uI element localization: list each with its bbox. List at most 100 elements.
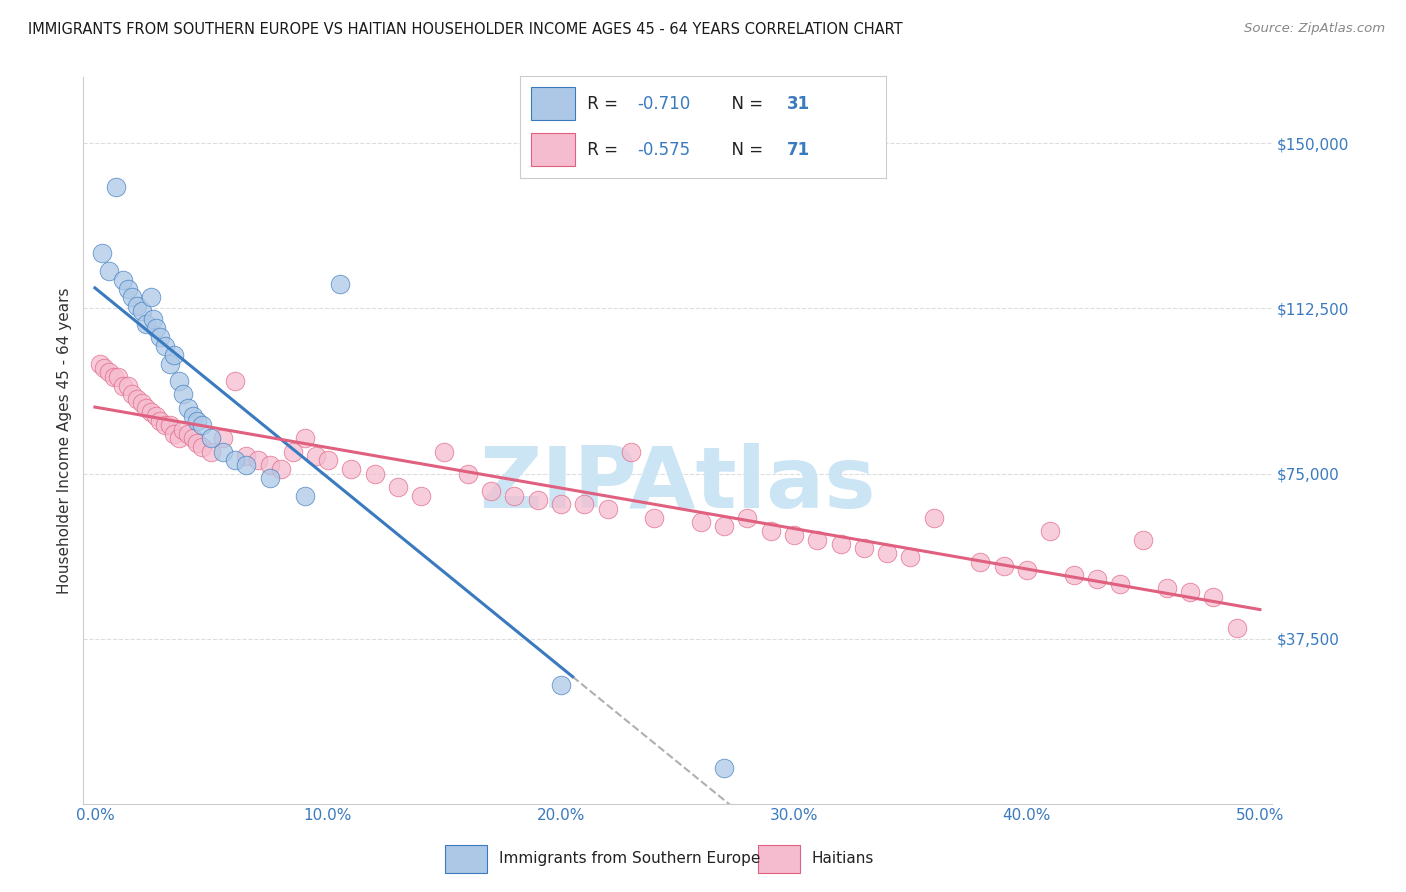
Point — [922, 510, 945, 524]
Point — [1109, 576, 1132, 591]
Text: Source: ZipAtlas.com: Source: ZipAtlas.com — [1244, 22, 1385, 36]
Point — [235, 449, 257, 463]
Point — [620, 444, 643, 458]
Point — [900, 550, 922, 565]
Bar — [531, 133, 575, 166]
Text: Haitians: Haitians — [811, 852, 875, 866]
Point — [93, 360, 115, 375]
Text: 31: 31 — [787, 95, 810, 112]
Point — [117, 378, 139, 392]
Point — [1178, 585, 1201, 599]
Point — [117, 282, 139, 296]
Point — [993, 558, 1015, 573]
Point — [191, 440, 214, 454]
Point — [89, 357, 111, 371]
Text: -0.575: -0.575 — [637, 141, 690, 159]
Text: R =: R = — [582, 141, 624, 159]
Point — [316, 453, 339, 467]
Point — [689, 515, 711, 529]
Point — [1039, 524, 1062, 538]
Point — [159, 357, 181, 371]
Point — [153, 418, 176, 433]
Point — [550, 678, 572, 692]
Point — [186, 414, 208, 428]
Point — [97, 365, 120, 379]
Point — [104, 180, 127, 194]
Point — [643, 510, 665, 524]
Point — [167, 374, 190, 388]
Point — [139, 291, 162, 305]
Text: Immigrants from Southern Europe: Immigrants from Southern Europe — [499, 852, 759, 866]
Point — [131, 396, 153, 410]
Text: -0.710: -0.710 — [637, 95, 690, 112]
Point — [433, 444, 456, 458]
Point — [270, 462, 292, 476]
Bar — [758, 846, 800, 872]
Point — [259, 458, 281, 472]
Text: 71: 71 — [787, 141, 810, 159]
Point — [181, 431, 204, 445]
Y-axis label: Householder Income Ages 45 - 64 years: Householder Income Ages 45 - 64 years — [58, 287, 72, 594]
Point — [145, 409, 167, 424]
Point — [200, 444, 222, 458]
Point — [852, 541, 875, 556]
Bar — [531, 87, 575, 120]
Point — [125, 299, 148, 313]
Text: IMMIGRANTS FROM SOUTHERN EUROPE VS HAITIAN HOUSEHOLDER INCOME AGES 45 - 64 YEARS: IMMIGRANTS FROM SOUTHERN EUROPE VS HAITI… — [28, 22, 903, 37]
Point — [139, 405, 162, 419]
Point — [294, 431, 316, 445]
Point — [121, 291, 143, 305]
Point — [97, 264, 120, 278]
Point — [526, 492, 548, 507]
Point — [90, 246, 112, 260]
Point — [212, 431, 235, 445]
Point — [1063, 567, 1085, 582]
Point — [172, 423, 194, 437]
Point — [125, 392, 148, 406]
Point — [503, 489, 526, 503]
Point — [759, 524, 782, 538]
Bar — [446, 846, 486, 872]
Point — [191, 418, 214, 433]
Point — [212, 444, 235, 458]
Point — [329, 277, 352, 292]
Point — [281, 444, 304, 458]
Point — [1015, 563, 1038, 577]
Point — [149, 330, 172, 344]
Point — [457, 467, 479, 481]
Point — [259, 471, 281, 485]
Point — [294, 489, 316, 503]
Point — [305, 449, 328, 463]
Text: N =: N = — [721, 141, 769, 159]
Point — [1156, 581, 1178, 595]
Point — [153, 339, 176, 353]
Point — [159, 418, 181, 433]
Point — [186, 435, 208, 450]
Point — [1202, 590, 1225, 604]
Point — [145, 321, 167, 335]
Point — [387, 480, 409, 494]
Text: R =: R = — [582, 95, 624, 112]
Point — [131, 303, 153, 318]
Text: ZIPAtlas: ZIPAtlas — [479, 442, 876, 525]
Point — [737, 510, 759, 524]
Point — [167, 431, 190, 445]
Point — [111, 378, 134, 392]
Point — [830, 537, 852, 551]
Point — [1085, 572, 1108, 586]
Point — [1132, 533, 1154, 547]
Point — [200, 431, 222, 445]
Point — [142, 312, 165, 326]
Point — [177, 401, 200, 415]
Point — [713, 519, 735, 533]
Point — [550, 497, 572, 511]
Point — [107, 369, 129, 384]
Point — [247, 453, 270, 467]
Point — [135, 401, 157, 415]
Point — [876, 546, 898, 560]
Point — [121, 387, 143, 401]
Point — [806, 533, 828, 547]
Point — [783, 528, 806, 542]
Point — [149, 414, 172, 428]
Point — [363, 467, 385, 481]
